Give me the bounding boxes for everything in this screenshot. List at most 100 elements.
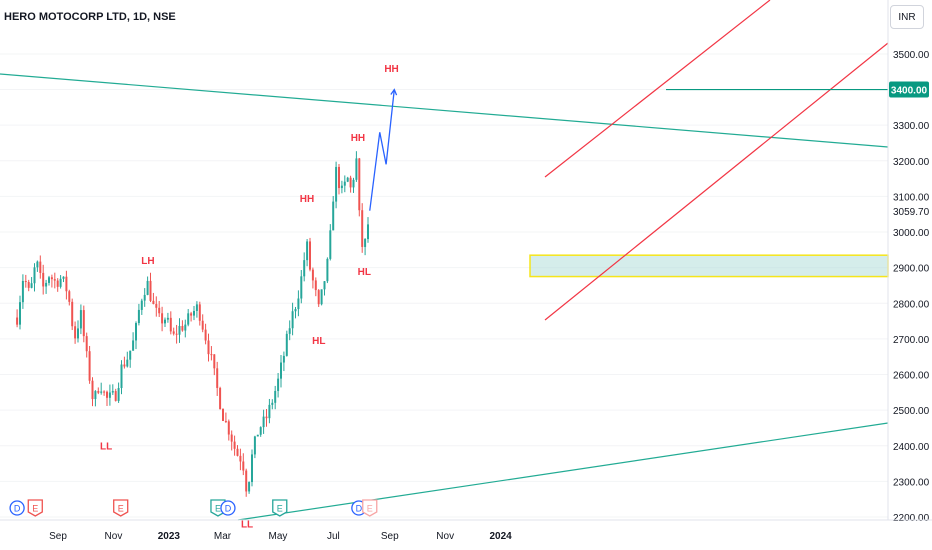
x-tick-label: Nov	[436, 531, 454, 542]
candle-body	[71, 301, 74, 327]
candle-body	[105, 391, 108, 398]
candle-body	[227, 421, 230, 435]
annotation-hl: HL	[358, 267, 371, 278]
x-tick-label: Mar	[214, 531, 232, 542]
svg-text:E: E	[118, 504, 124, 514]
candle-body	[340, 185, 343, 189]
candle-body	[85, 336, 88, 352]
candle-body	[24, 280, 27, 283]
chart-grid	[0, 53, 888, 518]
x-tick-label: Nov	[105, 531, 123, 542]
candle-body	[192, 310, 195, 316]
candle-body	[50, 277, 53, 280]
candle-body	[36, 261, 39, 268]
candle-body	[178, 325, 181, 335]
candle-body	[245, 470, 248, 492]
candle-body	[366, 224, 369, 240]
candle-body	[317, 290, 320, 305]
currency-selector[interactable]: INR	[890, 5, 924, 29]
candle-body	[18, 302, 21, 325]
candle-body	[277, 378, 280, 391]
candle-body	[268, 404, 271, 419]
candle-body	[279, 362, 282, 379]
candle-body	[163, 319, 166, 324]
candle-body	[82, 310, 85, 337]
candle-body	[224, 420, 227, 422]
candle-body	[306, 241, 309, 261]
y-tick-label: 2300.00	[893, 477, 930, 488]
candle-body	[123, 364, 126, 367]
annotation-lh: LH	[141, 256, 154, 267]
candle-body	[297, 298, 300, 310]
candle-body	[100, 391, 103, 393]
candle-body	[265, 416, 268, 419]
y-tick-label: 2200.00	[893, 513, 930, 524]
candle-body	[53, 279, 56, 281]
candle-body	[65, 276, 68, 292]
candle-body	[175, 333, 178, 335]
candle-body	[155, 304, 158, 308]
candle-body	[346, 177, 349, 182]
candle-body	[329, 230, 332, 259]
price-axis: 2200.00 2300.00 2400.00 2500.00 2600.00 2700.…	[887, 0, 930, 524]
y-tick-label: 2900.00	[893, 264, 930, 275]
candle-body	[97, 391, 100, 393]
candle-body	[361, 210, 364, 247]
candle-body	[213, 354, 216, 369]
candle-body	[239, 455, 242, 462]
candle-body	[221, 408, 224, 421]
candle-body	[149, 280, 152, 301]
candle-body	[140, 300, 143, 310]
trend-lines	[0, 0, 889, 521]
candle-body	[166, 317, 169, 320]
annotation-hh: HH	[351, 133, 365, 144]
candle-body	[198, 304, 201, 321]
candle-body	[274, 390, 277, 403]
candle-body	[303, 260, 306, 277]
projected-move-line	[369, 89, 395, 211]
candle-body	[184, 324, 187, 331]
candle-body	[332, 201, 335, 231]
candle-body	[262, 416, 265, 428]
candle-body	[288, 328, 291, 334]
time-axis: Sep Nov 2023 Mar May Jul Sep Nov 2024	[0, 519, 932, 542]
candle-body	[30, 283, 33, 288]
resistance-trendline	[0, 73, 889, 148]
annotation-hh: HH	[384, 64, 398, 75]
y-tick-label: 3200.00	[893, 157, 930, 168]
y-tick-label: 2600.00	[893, 371, 930, 382]
annotation-ll: LL	[100, 441, 112, 452]
candle-body	[172, 331, 175, 334]
last-price-label: 3059.70	[893, 207, 930, 218]
candle-body	[204, 329, 207, 341]
svg-text:E: E	[277, 504, 283, 514]
y-tick-label: 3500.00	[893, 50, 930, 61]
candle-body	[207, 340, 210, 355]
dividend-badge: D	[9, 500, 25, 516]
candle-body	[335, 166, 338, 202]
candle-body	[27, 282, 30, 288]
candle-body	[320, 289, 323, 305]
demand-zone	[529, 254, 889, 278]
candle-body	[59, 278, 62, 287]
candle-body	[349, 177, 352, 188]
y-tick-label: 2500.00	[893, 406, 930, 417]
candle-body	[47, 277, 50, 283]
svg-text:E: E	[367, 504, 373, 514]
y-tick-label: 3300.00	[893, 121, 930, 132]
candle-body	[152, 300, 155, 305]
candle-body	[201, 320, 204, 330]
candle-body	[161, 313, 164, 324]
pattern-annotations: LH LL LL HH HL HH HL HH	[100, 64, 399, 531]
candle-body	[195, 304, 198, 311]
candle-body	[219, 387, 222, 409]
candle-body	[230, 434, 233, 442]
y-tick-label: 2700.00	[893, 335, 930, 346]
candle-body	[253, 436, 256, 455]
dividend-badge: D	[220, 500, 236, 516]
earnings-badge: E	[27, 499, 43, 517]
annotation-hl: HL	[312, 336, 325, 347]
candle-body	[314, 280, 317, 291]
